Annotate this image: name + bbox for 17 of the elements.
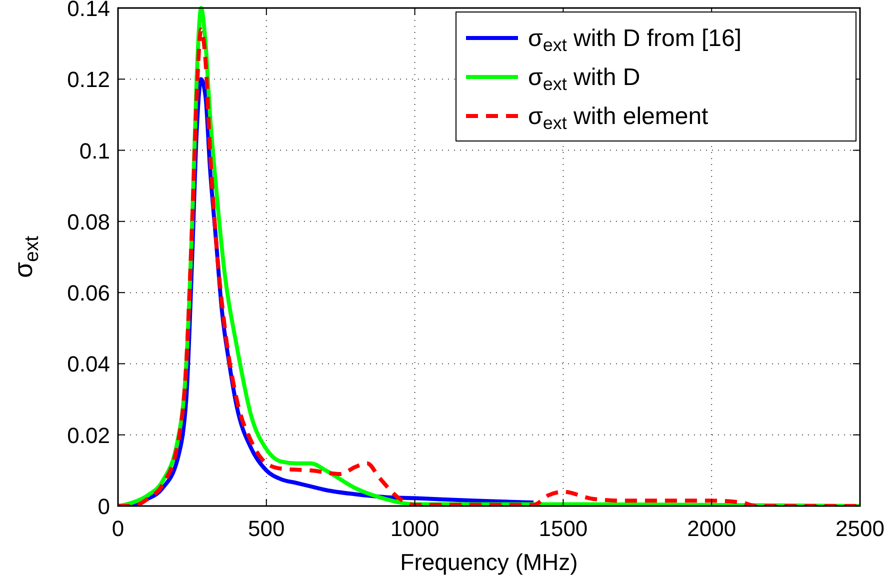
x-axis-title: Frequency (MHz)	[400, 549, 578, 575]
y-tick-label: 0.06	[67, 280, 110, 306]
legend-label: σ$_{ext}$ with element	[528, 103, 709, 134]
x-tick-label: 1500	[538, 516, 588, 541]
y-tick-label: 0.12	[67, 67, 110, 92]
y-tick-label: 0.08	[67, 209, 110, 234]
y-tick-label: 0.02	[67, 422, 110, 448]
y-tick-label: 0	[98, 494, 110, 519]
x-tick-label: 1000	[390, 516, 440, 541]
legend-label: σ$_{ext}$ with D	[528, 64, 640, 94]
x-tick-label: 2000	[687, 516, 736, 541]
y-tick-label: 0.04	[67, 352, 110, 377]
x-tick-label: 2500	[836, 516, 884, 541]
y-tick-label: 0.14	[67, 0, 110, 21]
x-tick-label: 500	[248, 516, 285, 541]
y-tick-label: 0.1	[79, 138, 110, 164]
legend-label: σ$_{ext}$ with D from [16]	[528, 25, 742, 56]
